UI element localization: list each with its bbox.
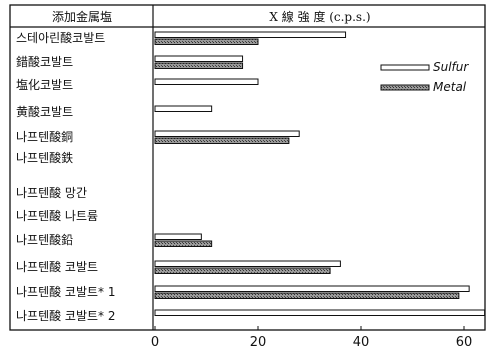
x-tick-label: 60 xyxy=(456,335,473,350)
plot-frame xyxy=(9,4,486,331)
legend-swatch-sulfur xyxy=(380,64,430,71)
bar-metal xyxy=(154,38,259,45)
x-tick-label: 40 xyxy=(353,335,370,350)
bar-metal xyxy=(154,137,290,144)
bar-sulfur xyxy=(154,285,470,292)
bar-sulfur xyxy=(154,309,486,316)
category-label: 黄酸코발트 xyxy=(16,104,73,119)
category-label: 塩化코발트 xyxy=(16,77,73,92)
category-label: 나프텐酸鉄 xyxy=(16,150,73,165)
bar-sulfur xyxy=(154,31,347,38)
category-label: 나프텐酸 코발트* 1 xyxy=(16,284,116,299)
category-label: 나프텐酸鉛 xyxy=(16,232,73,247)
bar-metal xyxy=(154,62,244,69)
category-label: 나프텐酸 나트륨 xyxy=(16,208,98,223)
legend-swatch-metal xyxy=(380,84,430,91)
bar-sulfur xyxy=(154,233,202,240)
legend-label-sulfur: Sulfur xyxy=(433,60,469,74)
legend-label-metal: Metal xyxy=(433,80,467,94)
bar-metal xyxy=(154,267,331,274)
category-label: 나프텐酸 망간 xyxy=(16,185,87,200)
x-tick-label: 20 xyxy=(250,335,267,350)
category-label: 스테아린酸코발트 xyxy=(16,30,105,45)
bar-sulfur xyxy=(154,55,244,62)
bar-metal xyxy=(154,292,460,299)
bar-sulfur xyxy=(154,260,341,267)
bars xyxy=(154,31,486,316)
header-right: X 線 強 度 (c.p.s.) xyxy=(269,9,370,24)
header-left: 添加金属塩 xyxy=(52,9,112,24)
bar-sulfur xyxy=(154,105,213,112)
bar-sulfur xyxy=(154,130,300,137)
category-label: 錯酸코발트 xyxy=(16,54,73,69)
x-axis: 0 20 40 60 xyxy=(151,326,472,350)
category-label: 나프텐酸銅 xyxy=(16,129,73,144)
x-tick-label: 0 xyxy=(151,335,159,350)
bar-sulfur xyxy=(154,78,259,85)
legend: Sulfur Metal xyxy=(380,60,469,94)
category-label: 나프텐酸 코발트 xyxy=(16,259,98,274)
category-label: 나프텐酸 코발트* 2 xyxy=(16,308,116,323)
bar-metal xyxy=(154,240,213,247)
